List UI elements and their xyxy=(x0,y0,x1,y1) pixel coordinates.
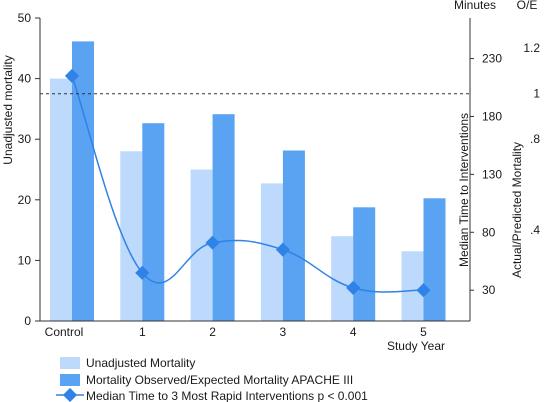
left-tick-label-20: 20 xyxy=(18,193,32,207)
bar-unadjusted-1 xyxy=(120,151,143,321)
x-axis-label: Study Year xyxy=(387,339,445,353)
bar-oe-5 xyxy=(423,198,446,321)
median-time-point-5 xyxy=(416,283,431,298)
left-axis-label: Unadjusted mortality xyxy=(1,55,15,164)
legend-marker-median xyxy=(62,387,78,402)
bar-oe-control xyxy=(72,41,94,322)
bar-unadjusted-2 xyxy=(190,169,213,321)
bar-layer xyxy=(50,41,446,322)
minutes-tick-label-230: 230 xyxy=(482,52,502,66)
x-tick-label-1: 1 xyxy=(139,325,146,339)
line-layer xyxy=(64,68,431,298)
median-time-point-4 xyxy=(346,280,361,295)
minutes-tick-label-80: 80 xyxy=(482,225,496,239)
minutes-axis-header: Minutes xyxy=(454,0,496,12)
minutes-tick-label-180: 180 xyxy=(482,109,502,123)
legend-label-oe: Mortality Observed/Expected Mortality AP… xyxy=(86,373,353,387)
median-time-point-3 xyxy=(275,242,290,257)
legend-label-unadjusted: Unadjusted Mortality xyxy=(86,356,195,370)
minutes-axis-label: Median Time to Interventions xyxy=(457,113,471,267)
bar-oe-4 xyxy=(353,207,376,321)
x-tick-label-4: 4 xyxy=(350,325,357,339)
x-tick-label-2: 2 xyxy=(209,325,216,339)
left-tick-label-50: 50 xyxy=(18,11,32,25)
x-tick-label-3: 3 xyxy=(280,325,287,339)
oe-tick-label-0.8: .8 xyxy=(530,132,540,146)
legend-swatch-oe xyxy=(60,374,80,386)
oe-axis-label: Actual/Predicted Mortality xyxy=(510,142,524,278)
minutes-tick-label-30: 30 xyxy=(482,283,496,297)
legend: Unadjusted Mortality Mortality Observed/… xyxy=(56,356,368,402)
x-tick-label-control: Control xyxy=(45,325,84,339)
bar-unadjusted-3 xyxy=(260,183,283,321)
median-time-point-1 xyxy=(135,265,150,280)
oe-axis-header: O/E xyxy=(517,0,538,12)
axes-layer: 0 10 20 30 40 50 30 80 130 180 230 .4 .8 1 1.2 Control 1… xyxy=(18,11,541,339)
left-tick-label-30: 30 xyxy=(18,132,32,146)
x-tick-label-5: 5 xyxy=(420,325,427,339)
oe-tick-label-1.2: 1.2 xyxy=(523,41,540,55)
bar-unadjusted-4 xyxy=(331,236,354,321)
bar-unadjusted-control xyxy=(50,78,72,321)
bar-oe-3 xyxy=(282,150,305,321)
minutes-tick-label-130: 130 xyxy=(482,167,502,181)
oe-tick-label-1: 1 xyxy=(533,87,540,101)
left-tick-label-40: 40 xyxy=(18,72,32,86)
bar-unadjusted-5 xyxy=(401,251,424,321)
oe-tick-label-0.4: .4 xyxy=(530,223,540,237)
bar-oe-1 xyxy=(142,123,165,321)
legend-label-median: Median Time to 3 Most Rapid Intervention… xyxy=(86,389,368,402)
left-tick-label-10: 10 xyxy=(18,253,32,267)
legend-swatch-unadjusted xyxy=(60,357,80,369)
left-tick-label-0: 0 xyxy=(24,314,31,328)
median-time-point-2 xyxy=(205,235,220,250)
bar-oe-2 xyxy=(212,114,235,321)
